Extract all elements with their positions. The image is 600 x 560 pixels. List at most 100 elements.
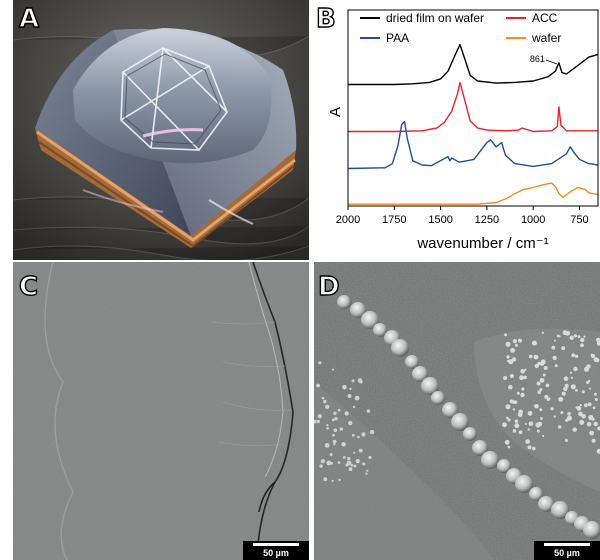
speck [345, 463, 349, 467]
speck [583, 403, 588, 408]
speck [505, 441, 508, 445]
legend-label-0: dried film on wafer [386, 11, 484, 25]
speck [592, 406, 596, 409]
speck [563, 376, 569, 381]
speck [560, 411, 564, 414]
speck [326, 424, 329, 427]
speck [532, 446, 536, 451]
speck [579, 404, 582, 407]
speck [520, 369, 525, 374]
speck [525, 423, 527, 425]
speck [320, 459, 325, 464]
panel-d-label: D [317, 271, 340, 302]
speck [512, 339, 517, 344]
speck [575, 406, 578, 409]
speck [317, 414, 322, 419]
speck [323, 399, 327, 404]
speck [323, 477, 328, 482]
speck [546, 397, 550, 401]
panel-d-sem: D 50 µm [314, 262, 600, 560]
speck [318, 361, 322, 365]
speck [339, 427, 343, 431]
speck [524, 368, 527, 371]
x-tick-label-4: 1000 [521, 214, 545, 226]
scale-bar-c: 50 µm [243, 541, 309, 560]
speck [338, 478, 341, 482]
speck [571, 353, 576, 358]
particle [412, 366, 428, 382]
particle [515, 475, 533, 493]
speck [518, 338, 522, 343]
speck [553, 339, 556, 342]
speck [514, 423, 520, 429]
x-tick-label-2: 1500 [428, 214, 452, 226]
scale-bar-d-text: 50 µm [554, 548, 580, 558]
speck [588, 414, 594, 421]
speck [539, 377, 545, 383]
legend-label-2: PAA [386, 31, 409, 45]
x-tick-label-0: 2000 [336, 214, 360, 226]
particle [350, 302, 366, 318]
speck [366, 469, 369, 472]
speck [347, 394, 352, 398]
speck [516, 391, 520, 395]
scale-bar-d: 50 µm [534, 541, 600, 560]
speck [333, 428, 338, 432]
speck [506, 355, 510, 359]
series-line-3 [348, 182, 599, 205]
scale-bar-c-text: 50 µm [263, 548, 289, 558]
speck [533, 404, 536, 407]
particle [472, 440, 488, 456]
speck [584, 366, 589, 372]
speck [544, 394, 549, 399]
speck [333, 443, 336, 446]
speck [369, 429, 375, 435]
speck [586, 421, 592, 427]
speck [553, 415, 556, 418]
speck [350, 463, 354, 467]
particle [337, 295, 351, 309]
speck [331, 479, 334, 482]
speck [523, 375, 527, 380]
speck [596, 448, 600, 454]
speck [552, 355, 557, 361]
speck [564, 383, 569, 388]
legend-label-1: ACC [532, 11, 558, 25]
wafer-photo-image [13, 0, 309, 260]
speck [514, 343, 518, 347]
speck [577, 335, 581, 339]
speck [531, 340, 537, 346]
speck [537, 390, 541, 394]
y-axis-label: A [327, 107, 344, 117]
x-tick-label-3: 1250 [475, 214, 499, 226]
speck [505, 341, 511, 347]
speck [567, 415, 572, 421]
speck [570, 376, 573, 379]
speck [545, 383, 550, 388]
speck [331, 418, 335, 422]
annotation-arrow [545, 59, 558, 65]
panel-c-sem: C 50 µm [13, 262, 309, 560]
particle [463, 427, 477, 441]
panel-c-label: C [18, 271, 39, 302]
speck [521, 387, 525, 391]
speck [527, 428, 530, 431]
particle [421, 377, 439, 395]
speck [508, 384, 513, 390]
speck [518, 430, 523, 434]
speck [507, 445, 511, 449]
speck [565, 330, 570, 336]
speck [520, 392, 525, 398]
speck [525, 439, 530, 444]
speck [337, 408, 341, 412]
speck [581, 390, 585, 394]
speck [539, 388, 543, 391]
x-tick-label-1: 1750 [382, 214, 406, 226]
speck [590, 353, 596, 359]
speck [542, 373, 546, 377]
speck [334, 417, 338, 421]
speck [342, 456, 346, 459]
speck [325, 404, 330, 409]
sem-image-c [13, 262, 309, 560]
speck [591, 438, 596, 443]
